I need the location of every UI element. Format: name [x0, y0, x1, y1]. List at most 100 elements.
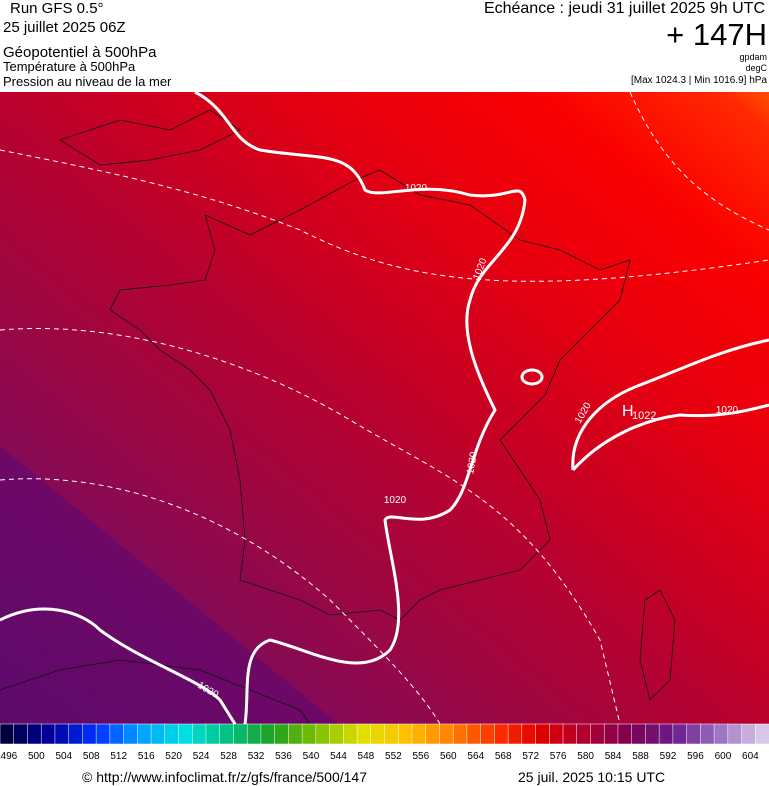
colorbar-label: 576 — [550, 751, 567, 762]
colorbar-label: 512 — [110, 751, 127, 762]
colorbar-swatch — [274, 723, 290, 745]
field-pressure: Pression au niveau de la mer — [3, 74, 172, 89]
colorbar-label: 552 — [385, 751, 402, 762]
colorbar-swatch — [0, 723, 15, 745]
colorbar-swatch — [645, 723, 660, 745]
colorbar-label: 572 — [522, 751, 539, 762]
colorbar-swatch — [95, 723, 111, 745]
colorbar-swatch — [672, 723, 688, 745]
colorbar-swatch — [13, 723, 29, 745]
colorbar-swatch — [617, 723, 633, 745]
colorbar-swatch — [68, 723, 84, 745]
colorbar-swatch — [329, 723, 345, 745]
colorbar-swatch — [397, 723, 413, 745]
colorbar-swatch — [755, 723, 769, 745]
colorbar-swatch — [137, 723, 152, 745]
colorbar-swatch — [713, 723, 729, 745]
colorbar-label: 500 — [28, 751, 45, 762]
colorbar-label: 604 — [742, 751, 759, 762]
colorbar-label: 564 — [467, 751, 484, 762]
colorbar-swatch — [178, 723, 193, 745]
coastlines — [0, 109, 676, 725]
colorbar-swatch — [384, 723, 399, 745]
footer-url: © http://www.infoclimat.fr/z/gfs/france/… — [82, 769, 367, 785]
colorbar-swatch — [54, 723, 70, 745]
temperature-field — [0, 92, 769, 724]
colorbar-swatch — [27, 723, 42, 745]
colorbar-swatch — [425, 723, 441, 745]
colorbar-swatch — [164, 723, 180, 745]
colorbar-label: 536 — [275, 751, 292, 762]
colorbar-swatch — [219, 723, 235, 745]
valid-time: Echéance : jeudi 31 juillet 2025 9h UTC — [484, 0, 765, 17]
colorbar-swatch — [246, 723, 262, 745]
field-geopotential: Géopotentiel à 500hPa — [3, 44, 157, 61]
lead-time: + 147H — [666, 17, 767, 52]
colorbar-label: 528 — [220, 751, 237, 762]
colorbar-label: 600 — [715, 751, 732, 762]
pressure-range: [Max 1024.3 | Min 1016.9] hPa — [631, 75, 767, 86]
colorbar-label: 496 — [1, 751, 18, 762]
field-temperature: Température à 500hPa — [3, 59, 136, 74]
colorbar-swatch — [727, 723, 743, 745]
isobar-label: 1020 — [465, 451, 480, 475]
colorbar-label: 596 — [687, 751, 704, 762]
colorbar-swatch — [603, 723, 619, 745]
colorbar-label: 520 — [165, 751, 182, 762]
colorbar-swatch — [205, 723, 221, 745]
colorbar-swatch — [123, 723, 139, 745]
colorbar-label: 524 — [193, 751, 210, 762]
colorbar-label: 548 — [358, 751, 375, 762]
colorbar-swatch — [82, 723, 97, 745]
colorbar-swatch — [480, 723, 496, 745]
colorbar-swatch — [658, 723, 674, 745]
colorbar-swatch — [466, 723, 482, 745]
colorbar-swatch — [507, 723, 523, 745]
colorbar-swatch — [40, 723, 56, 745]
run-date: 25 juillet 2025 06Z — [3, 19, 126, 36]
geopotential-contours — [0, 91, 769, 725]
colorbar-swatch — [452, 723, 468, 745]
colorbar-swatch — [301, 723, 317, 745]
colorbar-swatch — [521, 723, 537, 745]
colorbar-swatch — [700, 723, 715, 745]
isobar-label: 1020 — [384, 495, 407, 506]
colorbar-label: 568 — [495, 751, 512, 762]
colorbar-swatch — [535, 723, 551, 745]
colorbar-swatch — [562, 723, 578, 745]
colorbar-swatch — [576, 723, 592, 745]
unit-gpdam: gpdam — [739, 52, 767, 62]
run-title: Run GFS 0.5° — [10, 0, 104, 17]
colorbar-label: 560 — [440, 751, 457, 762]
colorbar-label: 532 — [248, 751, 265, 762]
colorbar-swatch — [439, 723, 454, 745]
high-marker: H — [622, 403, 634, 420]
colorbar-swatch — [288, 723, 303, 745]
colorbar-label: 504 — [55, 751, 72, 762]
high-value: 1022 — [632, 410, 656, 422]
colorbar-swatch — [590, 723, 605, 745]
colorbar-swatch — [109, 723, 125, 745]
colorbar-swatch — [356, 723, 372, 745]
footer-time: 25 juil. 2025 10:15 UTC — [518, 769, 665, 785]
colorbar-swatch — [343, 723, 358, 745]
colorbar-swatch — [192, 723, 207, 745]
colorbar-swatch — [370, 723, 386, 745]
colorbar-label: 580 — [577, 751, 594, 762]
colorbar-label: 588 — [632, 751, 649, 762]
isobar-label: 1020 — [716, 405, 739, 416]
colorbar-swatch — [233, 723, 248, 745]
colorbar-label: 584 — [605, 751, 622, 762]
colorbar-swatch — [150, 723, 166, 745]
colorbar-swatch — [549, 723, 564, 745]
colorbar-label: 592 — [660, 751, 677, 762]
colorbar-swatch — [741, 723, 757, 745]
colorbar-swatch — [631, 723, 647, 745]
colorbar-label: 516 — [138, 751, 155, 762]
colorbar-swatch — [411, 723, 427, 745]
colorbar-swatch — [494, 723, 509, 745]
colorbar-label: 556 — [412, 751, 429, 762]
colorbar-swatch — [260, 723, 276, 745]
